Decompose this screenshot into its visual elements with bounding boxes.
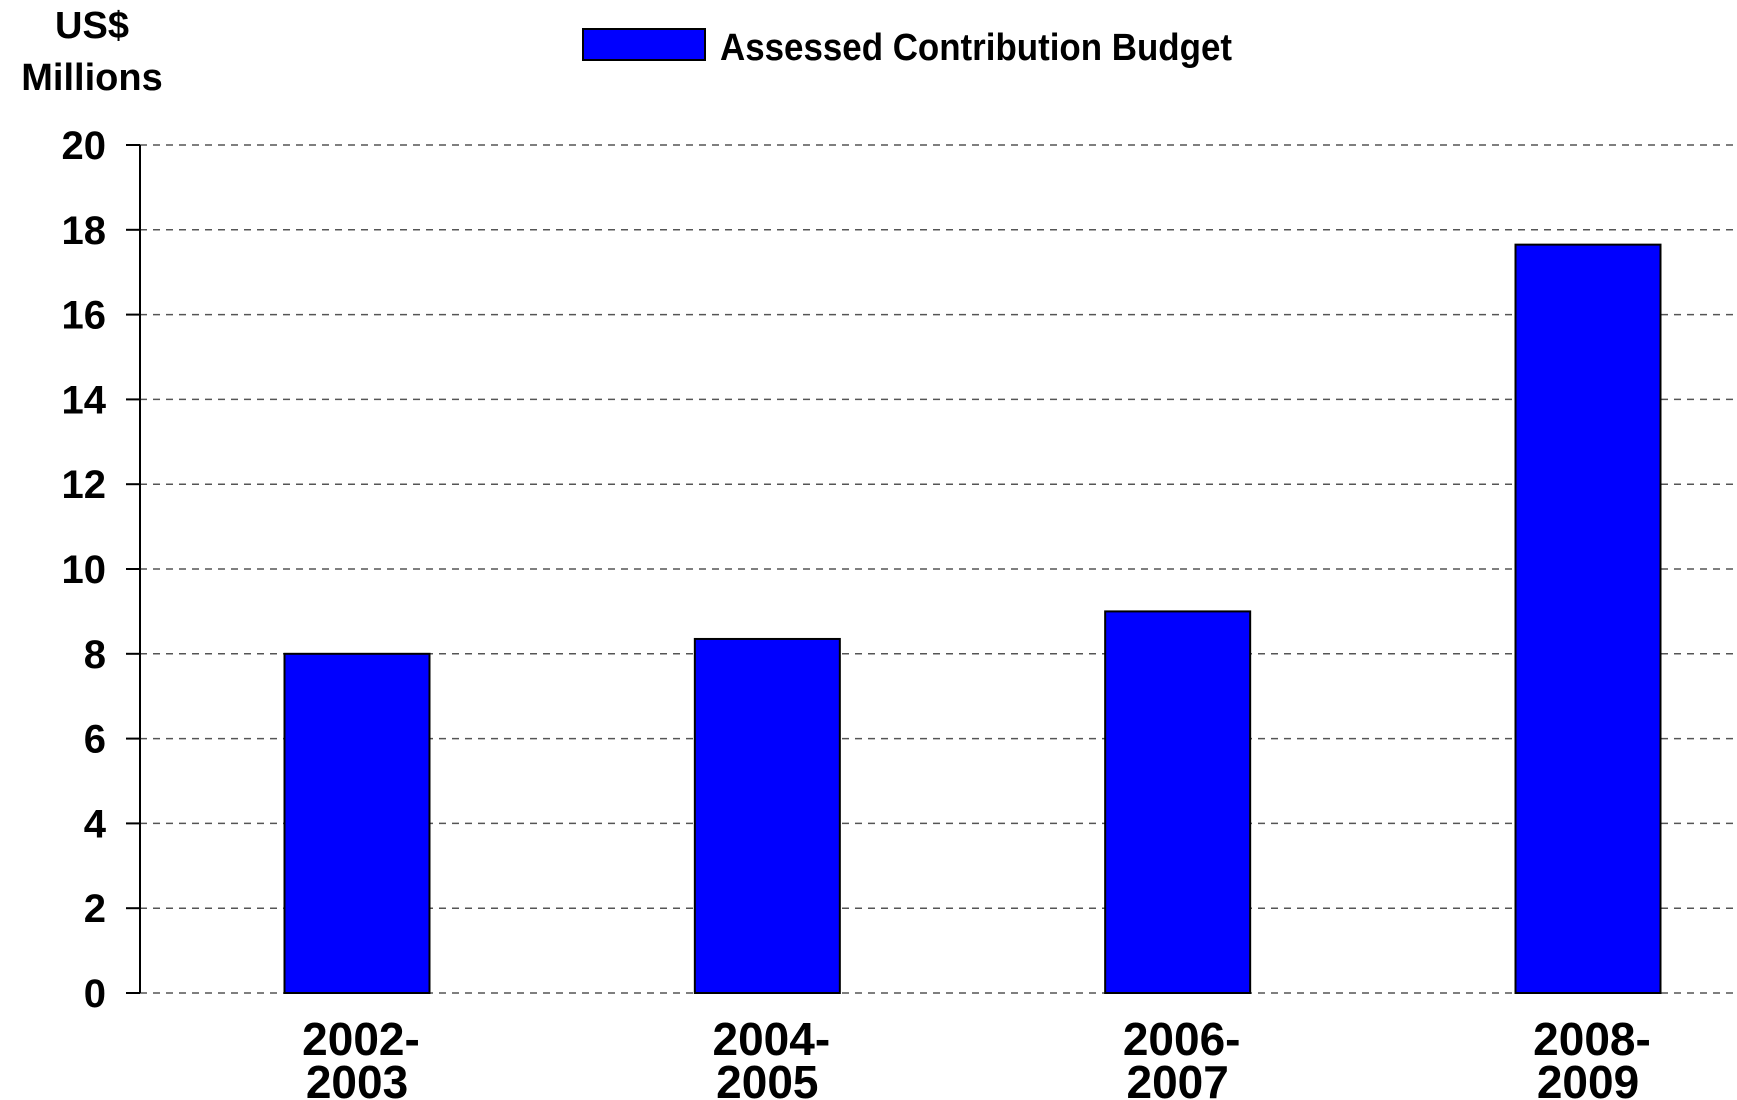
y-tick-label: 6 [84, 718, 106, 762]
bar [283, 652, 431, 994]
y-tick-label: 2 [84, 887, 106, 931]
y-axis-title: US$ Millions [21, 5, 162, 99]
legend-label: Assessed Contribution Budget [720, 27, 1232, 69]
x-tick-label: 2005 [716, 1056, 818, 1100]
y-tick-label: 20 [62, 124, 107, 168]
x-tick-label: 2007 [1126, 1056, 1228, 1100]
y-tick-label: 18 [62, 209, 107, 253]
y-tick-label: 16 [62, 294, 107, 338]
y-tick-label: 10 [62, 548, 107, 592]
bar [1514, 243, 1662, 994]
y-tick-label: 0 [84, 972, 106, 1016]
x-tick-label: 2003 [306, 1056, 408, 1100]
legend: Assessed Contribution Budget [582, 27, 1232, 69]
y-axis-title-line-1: US$ [55, 5, 129, 47]
bars [283, 243, 1662, 995]
y-tick-label: 4 [84, 802, 107, 846]
legend-swatch [582, 28, 706, 61]
y-axis-title-line-2: Millions [21, 57, 162, 99]
x-tick-label: 2004- [713, 1013, 831, 1065]
x-tick-label: 2008- [1533, 1013, 1651, 1065]
x-tick-label: 2002- [302, 1013, 420, 1065]
x-tick-label: 2006- [1123, 1013, 1241, 1065]
y-tick-label: 14 [62, 378, 107, 422]
bar [1104, 610, 1252, 995]
y-tick-labels: 0 2 4 6 8 10 12 14 16 18 20 [62, 124, 107, 1016]
y-tick-label: 12 [62, 463, 107, 507]
y-tick-label: 8 [84, 633, 106, 677]
x-tick-label: 2009 [1537, 1056, 1639, 1100]
bar [693, 637, 841, 995]
axes [126, 144, 141, 994]
x-tick-labels: 2002-2003 2004-2005 2006-2007 2008-2009 [302, 1013, 1651, 1100]
